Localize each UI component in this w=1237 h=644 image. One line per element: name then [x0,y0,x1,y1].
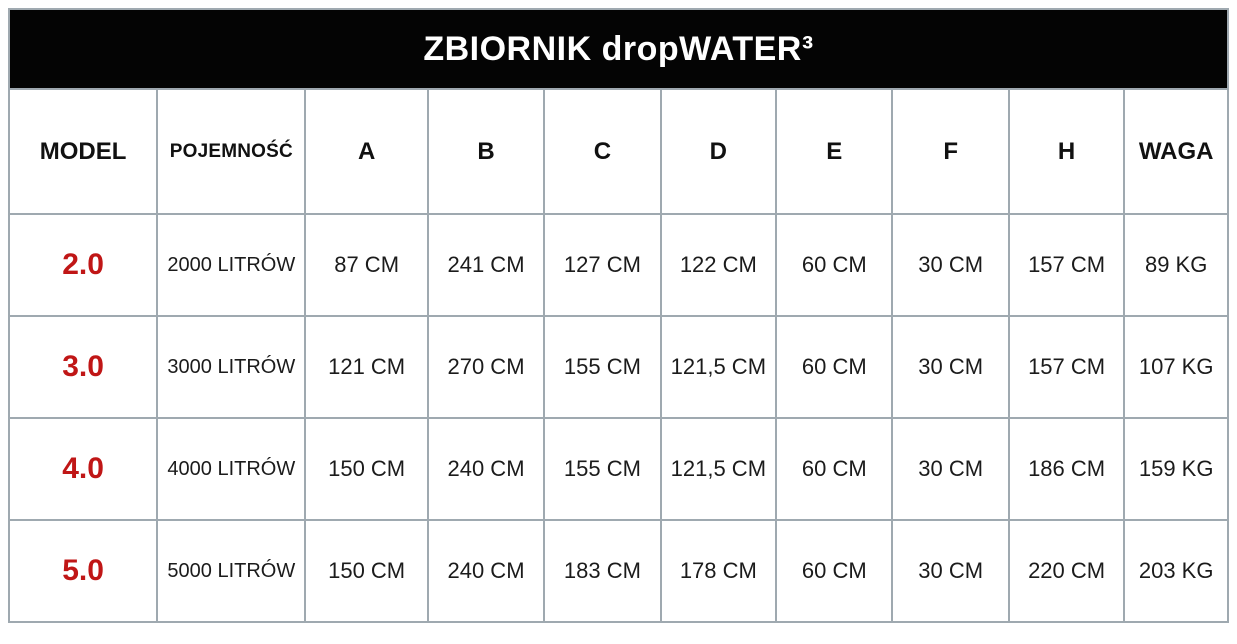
cell-e: 60 CM [775,417,894,521]
cell-b: 270 CM [426,315,546,419]
cell-capacity: 5000 LITRÓW [156,519,307,623]
cell-a: 150 CM [304,519,429,623]
spec-table: ZBIORNIK dropWATER³ MODEL POJEMNOŚĆ A B … [7,8,1229,623]
cell-e: 60 CM [775,519,894,623]
title-bar: ZBIORNIK dropWATER³ [8,8,1229,90]
column-header-d: D [659,88,778,215]
cell-waga: 89 KG [1123,213,1229,317]
cell-model: 5.0 [7,519,159,623]
cell-d: 121,5 CM [659,417,778,521]
cell-capacity: 2000 LITRÓW [156,213,307,317]
cell-model: 4.0 [7,417,159,521]
cell-capacity: 4000 LITRÓW [156,417,307,521]
cell-c: 183 CM [543,519,662,623]
cell-waga: 159 KG [1123,417,1229,521]
cell-model: 2.0 [7,213,159,317]
column-header-h: H [1007,88,1126,215]
cell-waga: 107 KG [1123,315,1229,419]
cell-capacity: 3000 LITRÓW [156,315,307,419]
cell-a: 121 CM [304,315,429,419]
cell-d: 178 CM [659,519,778,623]
spec-sheet: ZBIORNIK dropWATER³ MODEL POJEMNOŚĆ A B … [7,8,1229,623]
cell-d: 122 CM [659,213,778,317]
cell-c: 155 CM [543,417,662,521]
column-header-pojemnosc: POJEMNOŚĆ [156,88,307,215]
cell-b: 240 CM [426,519,546,623]
cell-model: 3.0 [7,315,159,419]
cell-c: 155 CM [543,315,662,419]
column-header-model: MODEL [7,88,159,215]
cell-waga: 203 KG [1123,519,1229,623]
cell-e: 60 CM [775,315,894,419]
column-header-a: A [304,88,429,215]
cell-h: 157 CM [1007,315,1126,419]
table-row-model-2-0: 2.0 2000 LITRÓW 87 CM 241 CM 127 CM 122 … [7,213,1229,317]
cell-h: 186 CM [1007,417,1126,521]
table-row-model-3-0: 3.0 3000 LITRÓW 121 CM 270 CM 155 CM 121… [7,315,1229,419]
column-header-e: E [775,88,894,215]
column-header-c: C [543,88,662,215]
table-row-model-4-0: 4.0 4000 LITRÓW 150 CM 240 CM 155 CM 121… [7,417,1229,521]
column-header-f: F [891,88,1010,215]
cell-h: 157 CM [1007,213,1126,317]
cell-f: 30 CM [891,519,1010,623]
column-header-row: MODEL POJEMNOŚĆ A B C D E F H WAGA [7,88,1229,215]
column-header-waga: WAGA [1123,88,1229,215]
cell-e: 60 CM [775,213,894,317]
table-row-model-5-0: 5.0 5000 LITRÓW 150 CM 240 CM 183 CM 178… [7,519,1229,623]
page-title: ZBIORNIK dropWATER³ [8,8,1229,90]
cell-a: 150 CM [304,417,429,521]
cell-f: 30 CM [891,213,1010,317]
cell-f: 30 CM [891,315,1010,419]
cell-b: 240 CM [426,417,546,521]
cell-f: 30 CM [891,417,1010,521]
cell-c: 127 CM [543,213,662,317]
cell-a: 87 CM [304,213,429,317]
cell-h: 220 CM [1007,519,1126,623]
cell-b: 241 CM [426,213,546,317]
cell-d: 121,5 CM [659,315,778,419]
column-header-b: B [426,88,546,215]
